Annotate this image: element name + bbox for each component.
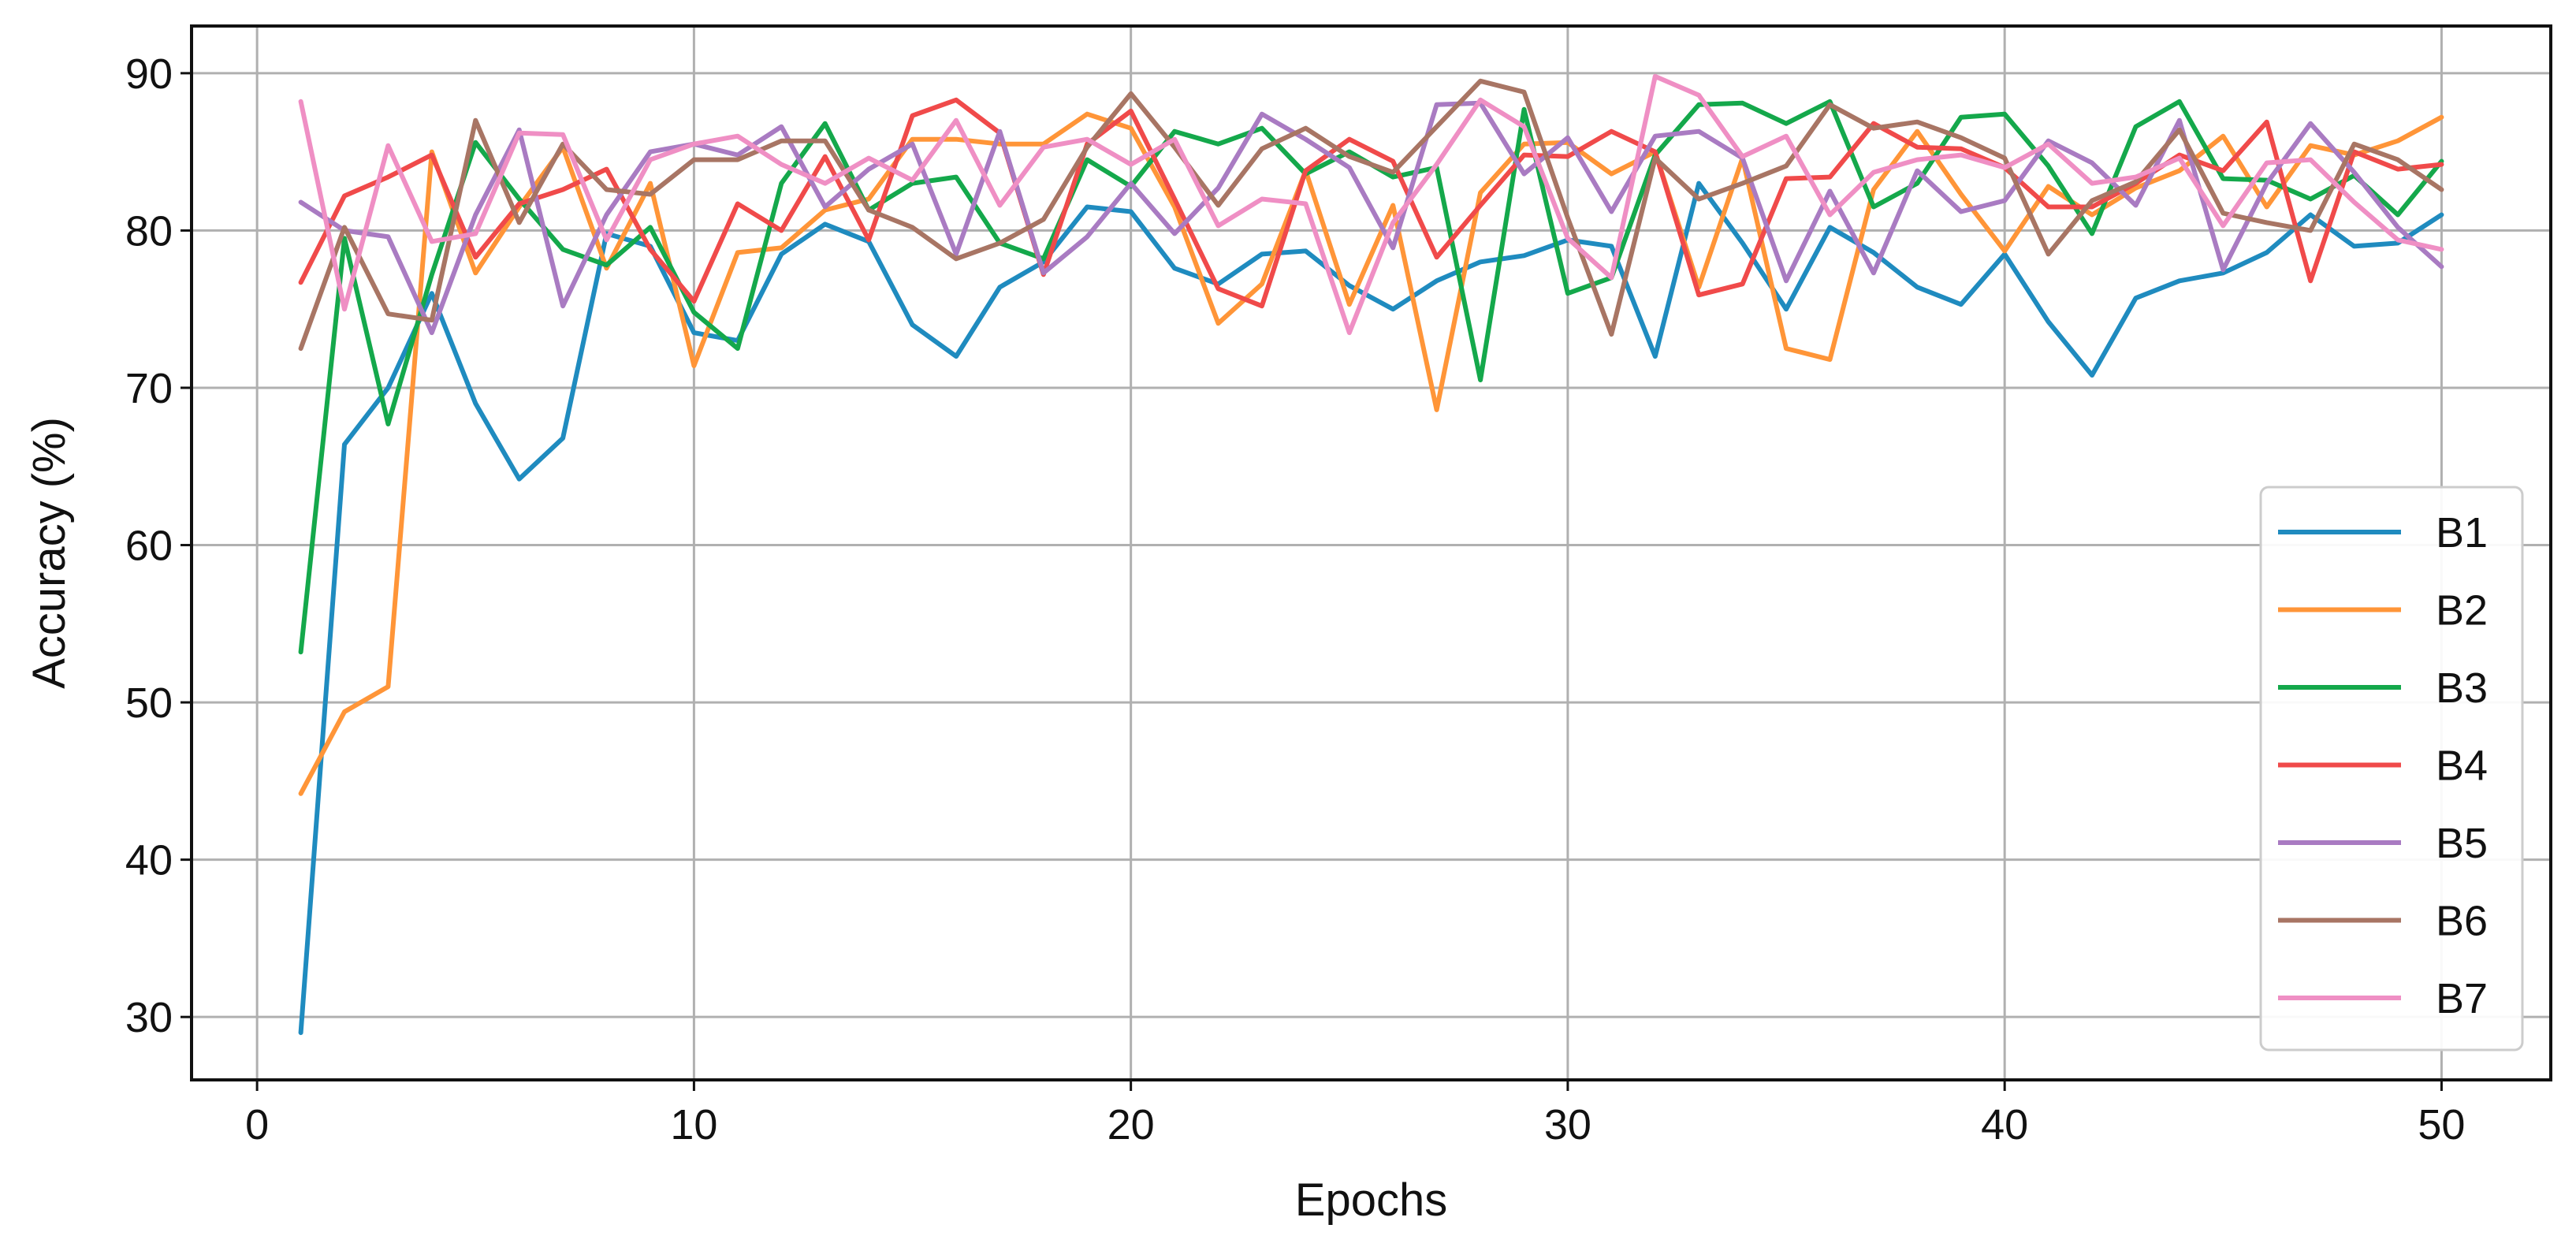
legend-label-b4: B4 [2436,743,2488,790]
legend-label-b1: B1 [2436,509,2488,556]
x-tick-label: 0 [245,1101,269,1148]
y-tick-label: 70 [125,365,173,412]
legend-label-b3: B3 [2436,664,2488,712]
y-axis-label: Accuracy (%) [24,417,75,689]
legend-box [2259,486,2524,1052]
y-tick-label: 40 [125,837,173,884]
plot-frame [190,24,2552,1081]
y-tick-label: 60 [125,523,173,570]
series-line-b7 [298,73,2444,336]
y-tick-label: 30 [125,994,173,1041]
x-tick-label: 40 [1981,1101,2028,1148]
legend: B1 B2 B3 B4 B5 B6 B7 [2259,486,2524,1052]
axis-ticks: 0 10 20 30 40 50 30 40 50 60 70 80 90 [125,50,2466,1148]
legend-label-b5: B5 [2436,820,2488,867]
x-axis-label: Epochs [1295,1174,1447,1226]
legend-label-b2: B2 [2436,587,2488,635]
x-tick-label: 50 [2418,1101,2465,1148]
series-line-b5 [298,100,2444,336]
plot-series [298,73,2444,1036]
x-tick-label: 30 [1544,1101,1591,1148]
x-tick-label: 10 [670,1101,717,1148]
x-tick-label: 20 [1107,1101,1155,1148]
series-line-b6 [298,78,2444,352]
y-tick-label: 50 [125,679,173,727]
legend-label-b6: B6 [2436,898,2488,945]
y-tick-label: 80 [125,207,173,255]
y-tick-label: 90 [125,50,173,98]
legend-label-b7: B7 [2436,975,2488,1022]
